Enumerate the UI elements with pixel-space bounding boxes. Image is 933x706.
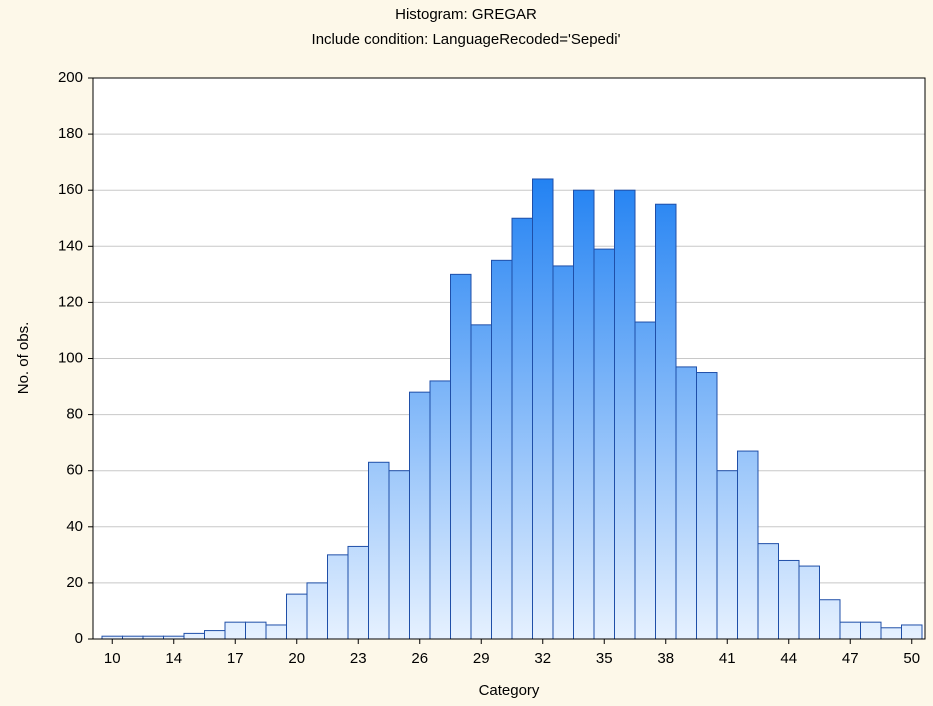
y-tick-label: 100 (58, 349, 83, 366)
bar (819, 599, 841, 640)
bar (388, 470, 410, 640)
bar (798, 565, 820, 640)
bar (839, 621, 861, 640)
bar (716, 470, 738, 640)
x-tick-label: 38 (657, 650, 674, 667)
plot-frame (92, 77, 926, 640)
bar (675, 366, 697, 640)
bar (593, 248, 615, 640)
x-tick-label: 10 (104, 650, 121, 667)
y-tick-label: 20 (66, 574, 83, 591)
x-tick-label: 41 (719, 650, 736, 667)
bar (286, 593, 308, 640)
bar (368, 461, 390, 640)
y-tick-label: 200 (58, 69, 83, 86)
bar (901, 624, 923, 640)
x-tick-label: 23 (350, 650, 367, 667)
bar (265, 624, 287, 640)
bar (450, 273, 472, 640)
y-tick-label: 0 (75, 630, 83, 647)
y-tick-label: 80 (66, 406, 83, 423)
bar (634, 321, 656, 640)
bar (204, 630, 226, 640)
y-tick-label: 160 (58, 181, 83, 198)
x-tick-label: 47 (842, 650, 859, 667)
x-tick-label: 26 (411, 650, 428, 667)
y-axis-label: No. of obs. (15, 322, 32, 395)
bar (737, 450, 759, 640)
x-tick-label: 17 (227, 650, 244, 667)
bar (470, 324, 492, 640)
bar (778, 559, 800, 640)
bar (655, 203, 677, 640)
bar (552, 265, 574, 640)
bar (347, 545, 369, 640)
chart-subtitle: Include condition: LanguageRecoded='Sepe… (312, 31, 621, 48)
x-tick-label: 29 (473, 650, 490, 667)
bar (429, 380, 451, 640)
bar (860, 621, 882, 640)
bar (573, 189, 595, 640)
y-tick-label: 120 (58, 293, 83, 310)
bar (224, 621, 246, 640)
x-tick-label: 32 (534, 650, 551, 667)
y-tick-label: 60 (66, 462, 83, 479)
bar (696, 372, 718, 640)
y-tick-label: 40 (66, 518, 83, 535)
x-tick-label: 20 (288, 650, 305, 667)
x-tick-label: 50 (903, 650, 920, 667)
bar (409, 391, 431, 640)
bar (245, 621, 267, 640)
x-tick-label: 14 (165, 650, 182, 667)
bar (757, 543, 779, 640)
bar (183, 632, 205, 640)
bar (327, 554, 349, 640)
bar (511, 217, 533, 640)
x-tick-label: 44 (780, 650, 797, 667)
bar (491, 259, 513, 640)
x-axis-label: Category (479, 682, 540, 699)
bar (532, 178, 554, 640)
bar (880, 627, 902, 640)
y-tick-label: 180 (58, 125, 83, 142)
y-tick-label: 140 (58, 237, 83, 254)
bar (306, 582, 328, 640)
bar (614, 189, 636, 640)
chart-title: Histogram: GREGAR (395, 6, 537, 23)
x-tick-label: 35 (596, 650, 613, 667)
